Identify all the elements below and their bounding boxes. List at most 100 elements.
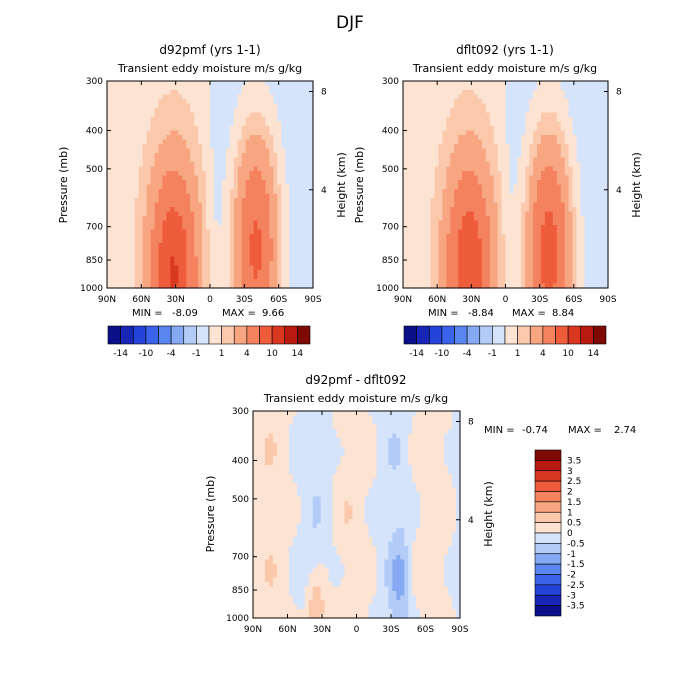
field-cell <box>540 117 546 123</box>
field-cell <box>418 189 424 195</box>
field-cell <box>122 220 128 226</box>
field-cell <box>509 207 514 213</box>
field-cell <box>580 211 585 217</box>
field-cell <box>154 171 160 177</box>
field-cell <box>454 220 459 226</box>
field-cell <box>501 103 507 109</box>
field-cell <box>556 265 562 271</box>
field-cell <box>556 139 562 145</box>
field-cell <box>170 90 175 96</box>
field-cell <box>470 175 475 181</box>
field-cell <box>418 90 424 96</box>
field-cell <box>134 198 140 204</box>
field-cell <box>198 99 203 105</box>
field-cell <box>281 117 286 123</box>
field-cell <box>198 108 203 114</box>
field-cell <box>493 198 499 204</box>
field-cell <box>592 130 597 136</box>
field-cell <box>430 112 436 118</box>
field-cell <box>146 171 152 177</box>
field-cell <box>154 225 160 231</box>
field-cell <box>229 184 235 190</box>
field-cell <box>426 139 432 145</box>
field-cell <box>277 117 282 123</box>
field-cell <box>470 220 475 226</box>
field-cell <box>410 94 416 100</box>
field-cell <box>170 180 175 186</box>
field-cell <box>186 211 191 217</box>
field-cell <box>301 234 306 240</box>
field-cell <box>265 135 271 141</box>
field-cell <box>277 144 282 150</box>
field-cell <box>489 211 495 217</box>
field-cell <box>501 85 507 91</box>
field-cell <box>138 180 144 186</box>
field-cell <box>466 171 471 177</box>
field-cell <box>273 171 278 177</box>
field-cell <box>233 184 239 190</box>
x-tick-label: 0 <box>207 295 213 305</box>
field-cell <box>122 180 128 186</box>
field-cell <box>158 112 164 118</box>
field-cell <box>162 198 168 204</box>
field-cell <box>540 180 546 186</box>
field-cell <box>261 103 267 109</box>
field-cell <box>182 234 187 240</box>
field-cell <box>130 153 136 159</box>
field-cell <box>166 135 171 141</box>
field-cell <box>293 94 298 100</box>
field-cell <box>564 216 570 222</box>
field-cell <box>130 144 136 150</box>
field-cell <box>170 283 175 289</box>
field-cell <box>194 103 199 109</box>
field-cell <box>544 193 550 199</box>
field-cell <box>118 229 124 235</box>
field-cell <box>301 211 306 217</box>
field-cell <box>257 117 263 123</box>
field-cell <box>418 108 424 114</box>
field-cell <box>446 261 451 267</box>
field-cell <box>485 81 491 87</box>
field-cell <box>142 121 148 127</box>
field-cell <box>501 225 507 231</box>
field-cell <box>249 220 255 226</box>
field-cell <box>446 198 451 204</box>
field-cell <box>221 85 227 91</box>
field-cell <box>560 243 566 249</box>
field-cell <box>253 135 259 141</box>
field-cell <box>206 279 211 285</box>
field-cell <box>277 81 282 87</box>
field-cell <box>446 139 451 145</box>
field-cell <box>497 270 503 276</box>
field-cell <box>414 247 420 253</box>
field-cell <box>134 126 140 132</box>
colorbar-box <box>492 325 506 345</box>
field-cell <box>202 207 207 213</box>
field-cell <box>450 225 455 231</box>
field-cell <box>517 157 522 163</box>
field-cell <box>138 144 144 150</box>
field-cell <box>309 243 314 249</box>
field-cell <box>107 247 112 253</box>
field-cell <box>269 126 274 132</box>
field-cell <box>150 108 156 114</box>
field-cell <box>513 220 518 226</box>
field-cell <box>221 216 227 222</box>
field-cell <box>509 184 514 190</box>
field-cell <box>122 171 128 177</box>
field-cell <box>572 144 578 150</box>
field-cell <box>253 81 259 87</box>
field-cell <box>548 90 554 96</box>
field-cell <box>568 256 574 262</box>
field-cell <box>225 81 231 87</box>
field-cell <box>170 220 175 226</box>
field-cell <box>122 130 128 136</box>
field-cell <box>261 283 267 289</box>
field-cell <box>297 153 302 159</box>
field-cell <box>485 139 491 145</box>
field-cell <box>233 279 239 285</box>
field-cell <box>122 198 128 204</box>
field-cell <box>529 220 534 226</box>
field-cell <box>138 243 144 249</box>
field-cell <box>525 211 530 217</box>
